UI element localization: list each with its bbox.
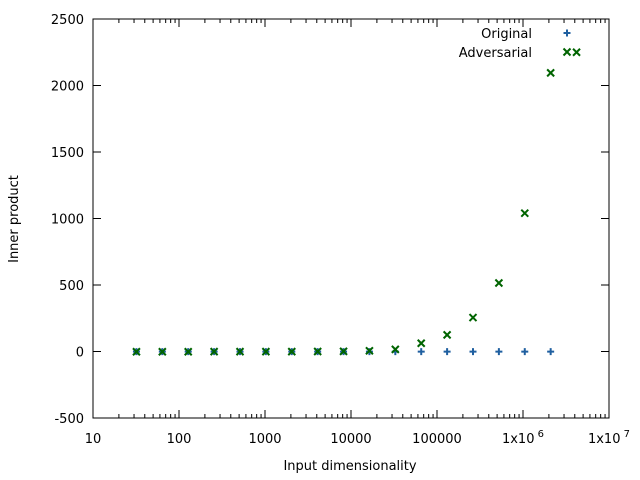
y-tick-label: 500: [59, 279, 84, 294]
marker-stroke: [468, 313, 478, 322]
data-point-adversarial: [494, 278, 504, 288]
data-point-original: [521, 348, 529, 356]
data-point-adversarial: [184, 347, 193, 356]
data-point-adversarial: [132, 347, 141, 356]
data-point-adversarial: [365, 346, 374, 356]
marker-stroke: [546, 68, 555, 78]
data-point-adversarial: [442, 330, 452, 340]
legend-marker-glyph: [563, 29, 571, 37]
legend-marker-glyph: [562, 47, 572, 57]
data-point-adversarial: [261, 347, 271, 356]
data-point-adversarial: [158, 347, 167, 356]
marker-stroke: [184, 347, 193, 356]
marker-stroke: [442, 330, 452, 340]
x-tick-label: 1000: [248, 432, 281, 447]
marker-stroke: [287, 347, 296, 356]
marker-stroke: [261, 347, 271, 356]
y-tick-label: 1000: [51, 213, 84, 228]
marker-stroke: [562, 47, 572, 57]
legend-label-original: Original: [481, 27, 532, 42]
marker-stroke: [158, 347, 167, 356]
data-point-adversarial: [391, 345, 400, 354]
data-point-adversarial: [572, 48, 581, 57]
x-tick-label-base: 1x10: [588, 432, 621, 447]
x-tick-label-base: 1000: [248, 432, 281, 447]
marker-stroke: [391, 345, 400, 354]
x-axis-label: Input dimensionality: [283, 459, 416, 474]
marker-stroke: [365, 346, 374, 356]
data-point-adversarial: [339, 347, 348, 356]
x-tick-label-base: 10: [85, 432, 102, 447]
y-tick-label: 0: [76, 346, 84, 361]
y-axis-label: Inner product: [7, 175, 22, 263]
legend-marker-adversarial: [562, 47, 572, 57]
data-point-adversarial: [209, 347, 219, 356]
legend-marker-original: [563, 29, 571, 37]
marker-stroke: [417, 339, 426, 348]
data-point-adversarial: [417, 339, 426, 348]
data-point-adversarial: [313, 347, 322, 356]
marker-stroke: [209, 347, 219, 356]
x-tick-label-base: 100000: [412, 432, 462, 447]
data-point-adversarial: [287, 347, 296, 356]
x-tick-label: 100000: [412, 432, 462, 447]
y-tick-label: 2500: [51, 13, 84, 28]
x-tick-label: 1x10 6: [502, 429, 544, 447]
legend: Original Adversarial: [459, 27, 572, 61]
plot-frame: [92, 18, 610, 419]
x-tick-label-base: 10000: [330, 432, 371, 447]
data-point-adversarial: [546, 68, 555, 78]
x-axis: 10 100 1000 10000 100000 1x10 6 1x10 7: [85, 19, 630, 447]
y-tick-label: 2000: [51, 80, 84, 95]
x-tick-label-exponent: 7: [620, 429, 630, 440]
data-point-adversarial: [520, 208, 529, 218]
marker-stroke: [313, 347, 322, 356]
marker-stroke: [572, 48, 581, 57]
marker-stroke: [520, 208, 529, 218]
y-tick-label: 1500: [51, 146, 84, 161]
x-tick-label-base: 100: [167, 432, 192, 447]
data-point-adversarial: [468, 313, 478, 322]
x-tick-label-base: 1x10: [502, 432, 535, 447]
data-point-original: [469, 348, 477, 356]
marker-stroke: [235, 347, 245, 356]
x-tick-label: 1x10 7: [588, 429, 630, 447]
y-tick-label: -500: [54, 412, 84, 427]
data-point-original: [443, 348, 451, 356]
marker-stroke: [132, 347, 141, 356]
series-adversarial: [132, 48, 581, 356]
marker-stroke: [339, 347, 348, 356]
legend-label-adversarial: Adversarial: [459, 46, 532, 61]
data-point-original: [417, 348, 425, 356]
y-axis: -500 0 500 1000 1500 2000 2500: [51, 13, 609, 427]
data-point-adversarial: [235, 347, 245, 356]
x-tick-label: 10000: [330, 432, 371, 447]
data-point-original: [547, 348, 555, 356]
x-tick-label: 10: [85, 432, 102, 447]
data-point-original: [495, 348, 503, 356]
x-tick-label: 100: [167, 432, 192, 447]
marker-stroke: [494, 278, 504, 288]
data-series: [132, 48, 581, 356]
x-tick-label-exponent: 6: [534, 429, 544, 440]
